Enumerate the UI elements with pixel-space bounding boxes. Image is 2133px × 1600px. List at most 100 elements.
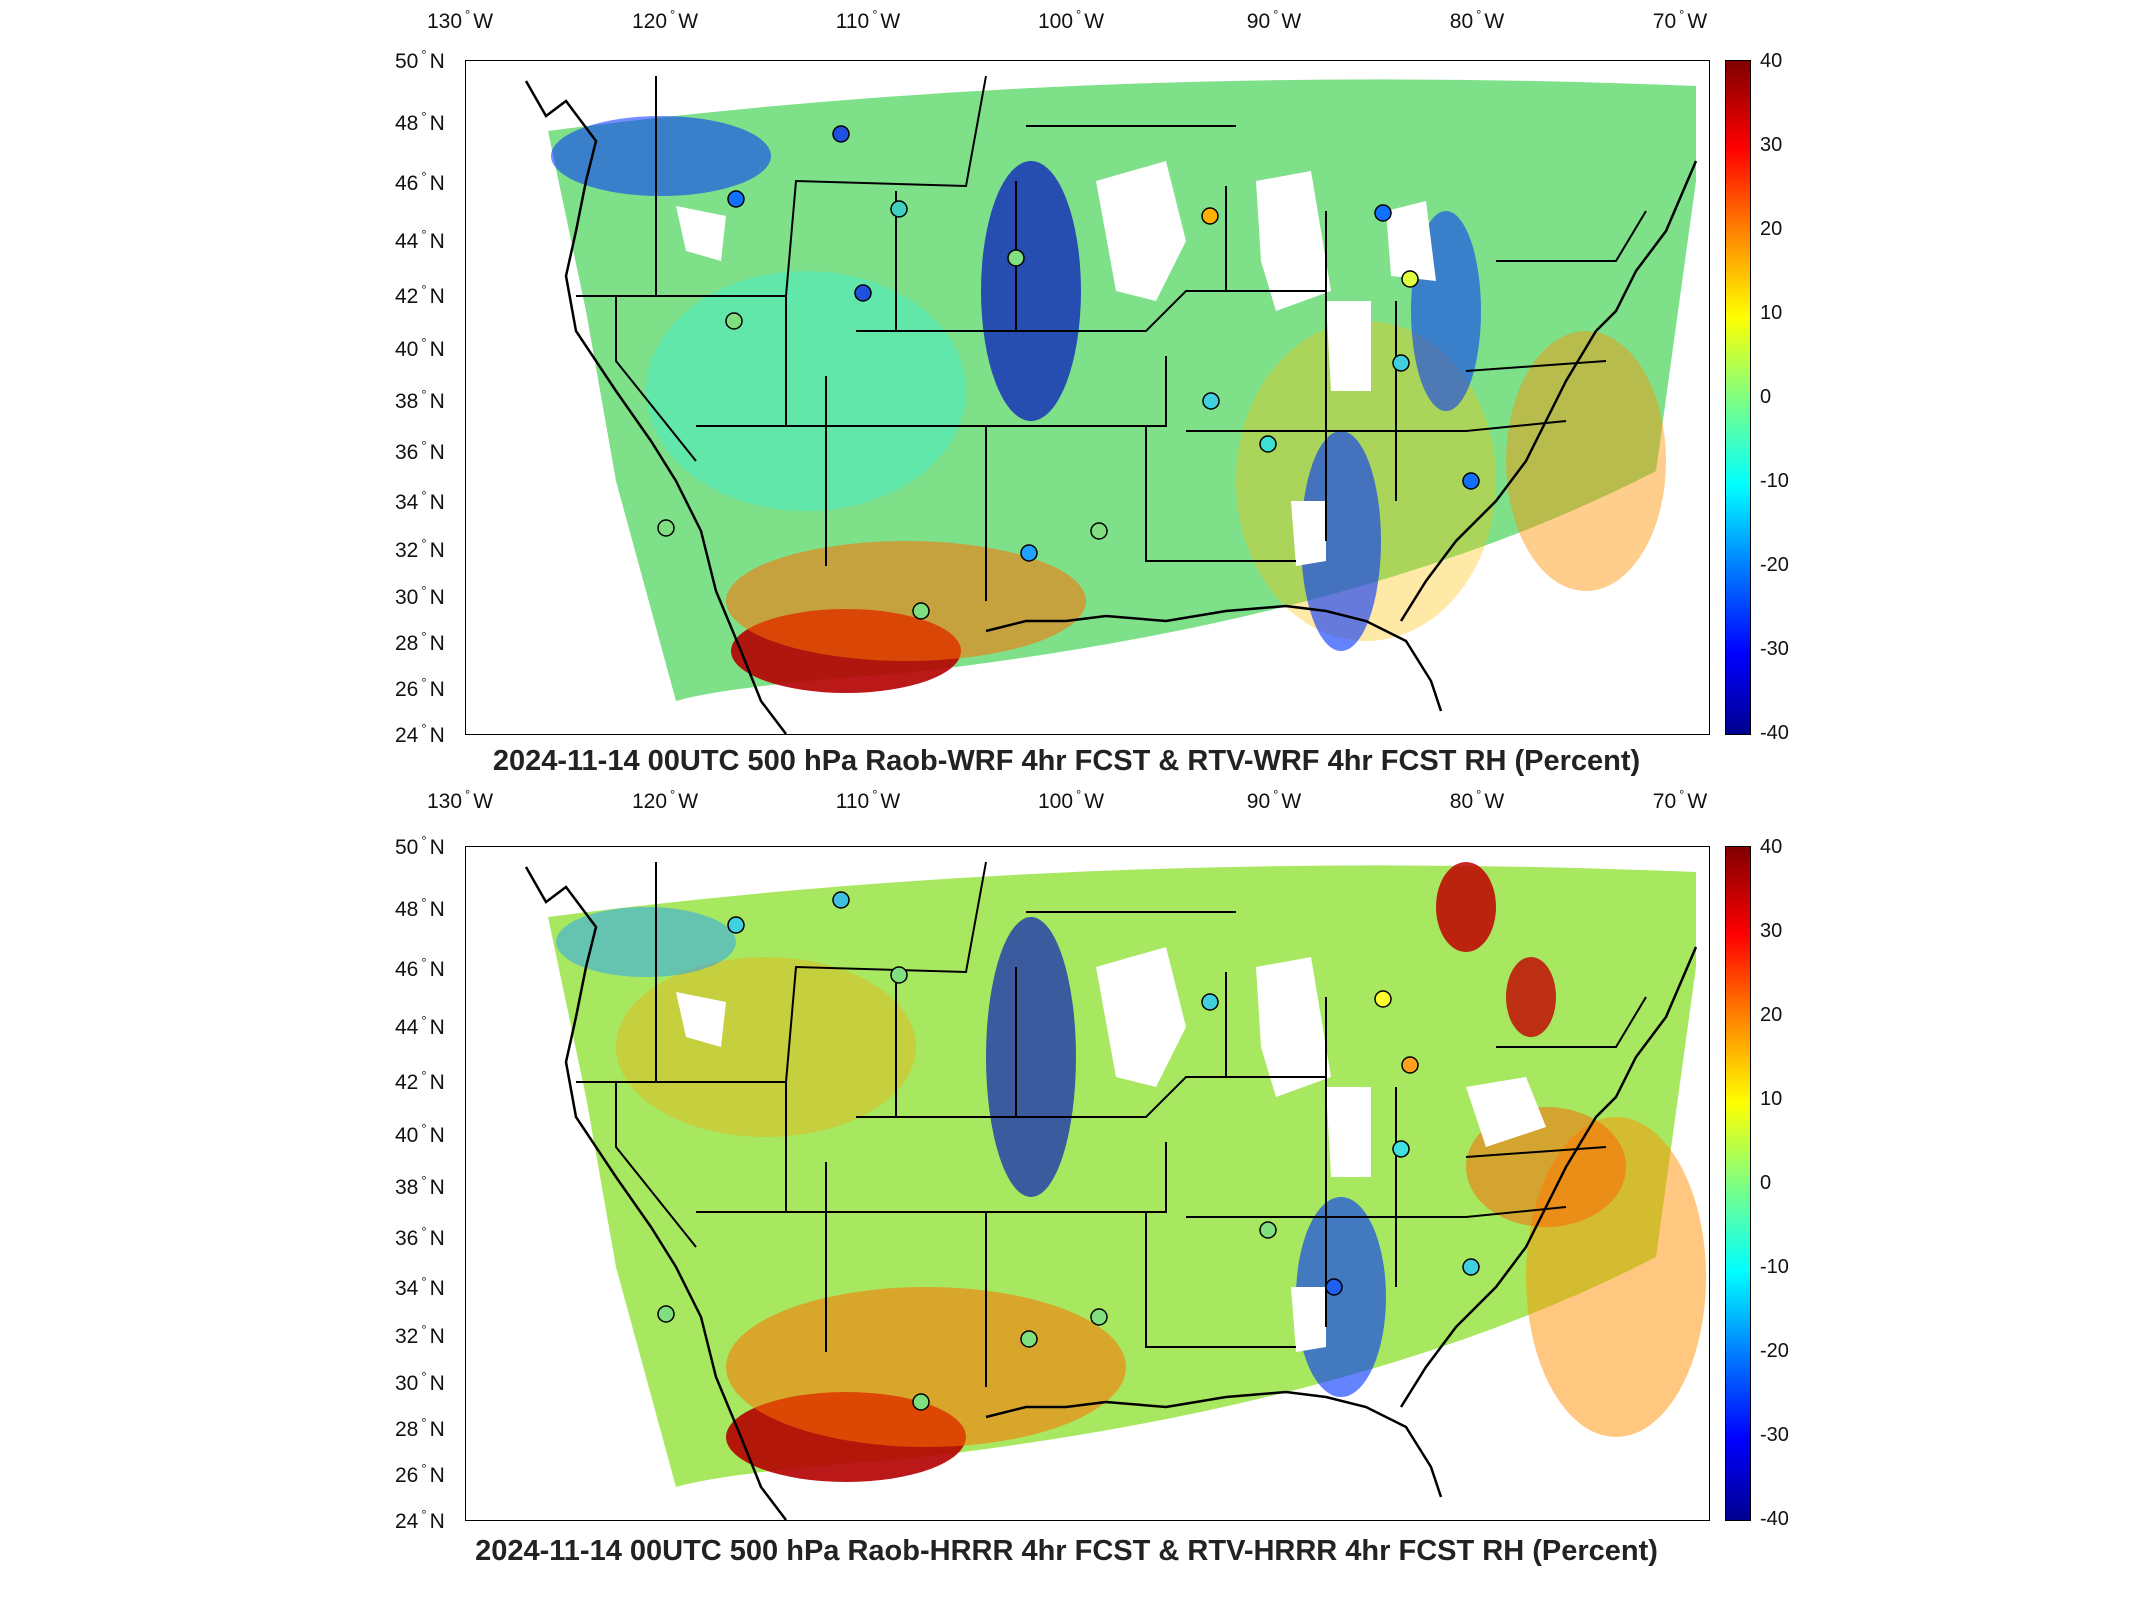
colorbar-tick-label: -20 bbox=[1760, 554, 1789, 576]
lat-label: 34 ° N bbox=[395, 488, 445, 514]
station-marker bbox=[1374, 990, 1392, 1008]
neutral-cyan bbox=[646, 271, 966, 511]
bottom-map-frame bbox=[465, 846, 1710, 1521]
top-map-panel: 130 ° W 120 ° W 110 ° W 100 ° W 90 ° W 80 ° W 70 ° W 5… bbox=[0, 0, 2133, 790]
lon-label: 100 ° W bbox=[1037, 787, 1105, 813]
colorbar-tick-label: -10 bbox=[1760, 1256, 1789, 1278]
lat-label: 38 ° N bbox=[395, 1173, 445, 1199]
station-marker bbox=[854, 284, 872, 302]
colorbar-tick-label: 20 bbox=[1760, 218, 1783, 240]
lat-label: 26 ° N bbox=[395, 675, 445, 701]
lon-label: 130 ° W bbox=[426, 7, 494, 33]
lat-label: 46 ° N bbox=[395, 955, 445, 981]
station-marker bbox=[1325, 1278, 1343, 1296]
missing-data bbox=[1256, 171, 1331, 311]
coastline bbox=[524, 80, 787, 734]
dry-anomaly bbox=[1436, 862, 1496, 952]
bottom-map-panel: 130 ° W 120 ° W 110 ° W 100 ° W 90 ° W 80 ° W 70 ° W 5… bbox=[0, 787, 2133, 1600]
missing-data bbox=[1326, 1087, 1371, 1177]
station-marker bbox=[1201, 207, 1219, 225]
lon-label: 70 ° W bbox=[1652, 7, 1708, 33]
station-marker bbox=[657, 519, 675, 537]
lat-label: 28 ° N bbox=[395, 629, 445, 655]
wet-anomaly bbox=[1301, 431, 1381, 651]
lat-label: 48 ° N bbox=[395, 895, 445, 921]
lon-label: 90 ° W bbox=[1246, 787, 1302, 813]
dry-anomaly bbox=[616, 957, 916, 1137]
missing-data bbox=[1291, 1287, 1326, 1352]
lat-label: 38 ° N bbox=[395, 387, 445, 413]
lon-label: 80 ° W bbox=[1449, 7, 1505, 33]
station-marker bbox=[1392, 354, 1410, 372]
colorbar-tick-label: -30 bbox=[1760, 638, 1789, 660]
lat-label: 24 ° N bbox=[395, 721, 445, 747]
lat-label: 30 ° N bbox=[395, 583, 445, 609]
lat-label: 50 ° N bbox=[395, 47, 445, 73]
lat-label: 24 ° N bbox=[395, 1507, 445, 1533]
station-marker bbox=[1090, 1308, 1108, 1326]
station-marker bbox=[1020, 1330, 1038, 1348]
lon-label: 130 ° W bbox=[426, 787, 494, 813]
colorbar-tick-label: -10 bbox=[1760, 470, 1789, 492]
station-marker bbox=[657, 1305, 675, 1323]
missing-data bbox=[1326, 301, 1371, 391]
station-marker bbox=[912, 1393, 930, 1411]
raob-stations bbox=[657, 125, 1480, 620]
station-marker bbox=[1401, 270, 1419, 288]
station-marker bbox=[890, 966, 908, 984]
lon-label: 100 ° W bbox=[1037, 7, 1105, 33]
colorbar-tick-label: -30 bbox=[1760, 1424, 1789, 1446]
station-marker bbox=[1259, 1221, 1277, 1239]
missing-data bbox=[1256, 957, 1331, 1097]
station-marker bbox=[1392, 1140, 1410, 1158]
lat-label: 32 ° N bbox=[395, 1322, 445, 1348]
coastline bbox=[985, 1390, 1443, 1498]
colorbar-tick-label: 10 bbox=[1760, 302, 1783, 324]
station-marker bbox=[832, 125, 850, 143]
dry-anomaly bbox=[1506, 331, 1666, 591]
lat-label: 44 ° N bbox=[395, 227, 445, 253]
coastline bbox=[1399, 946, 1698, 1408]
lat-label: 48 ° N bbox=[395, 109, 445, 135]
lat-label: 46 ° N bbox=[395, 169, 445, 195]
state-borders bbox=[576, 75, 1647, 601]
station-marker bbox=[1462, 472, 1480, 490]
top-colorbar bbox=[1725, 60, 1751, 735]
colorbar-tick-label: -40 bbox=[1760, 722, 1789, 744]
station-marker bbox=[727, 916, 745, 934]
top-map-title: 2024-11-14 00UTC 500 hPa Raob-WRF 4hr FC… bbox=[492, 745, 1641, 777]
colorbar-tick-label: 40 bbox=[1760, 50, 1783, 72]
lon-label: 70 ° W bbox=[1652, 787, 1708, 813]
wet-anomaly bbox=[556, 907, 736, 977]
missing-data bbox=[1291, 501, 1326, 566]
colorbar-tick-label: 10 bbox=[1760, 1088, 1783, 1110]
colorbar-tick-label: 20 bbox=[1760, 1004, 1783, 1026]
station-marker bbox=[832, 891, 850, 909]
station-marker bbox=[1401, 1056, 1419, 1074]
lat-label: 50 ° N bbox=[395, 833, 445, 859]
station-marker bbox=[1201, 993, 1219, 1011]
missing-data bbox=[676, 992, 726, 1047]
colorbar-tick-label: -40 bbox=[1760, 1508, 1789, 1530]
station-marker bbox=[890, 200, 908, 218]
lon-label: 120 ° W bbox=[631, 7, 699, 33]
lat-label: 34 ° N bbox=[395, 1274, 445, 1300]
lat-label: 30 ° N bbox=[395, 1369, 445, 1395]
top-rh-difference-map bbox=[524, 75, 1698, 734]
dry-anomaly bbox=[1506, 957, 1556, 1037]
missing-data bbox=[676, 206, 726, 261]
station-marker bbox=[1259, 435, 1277, 453]
lat-label: 28 ° N bbox=[395, 1415, 445, 1441]
station-marker bbox=[1374, 204, 1392, 222]
colorbar-tick-label: 40 bbox=[1760, 836, 1783, 858]
state-borders bbox=[576, 861, 1647, 1387]
station-marker bbox=[1462, 1258, 1480, 1276]
missing-data bbox=[1466, 1077, 1546, 1147]
lon-label: 90 ° W bbox=[1246, 7, 1302, 33]
lon-label: 110 ° W bbox=[835, 7, 901, 33]
wet-anomaly bbox=[981, 161, 1081, 421]
dry-anomaly bbox=[726, 541, 1086, 661]
lat-label: 36 ° N bbox=[395, 1224, 445, 1250]
lat-label: 42 ° N bbox=[395, 1068, 445, 1094]
lat-label: 42 ° N bbox=[395, 282, 445, 308]
